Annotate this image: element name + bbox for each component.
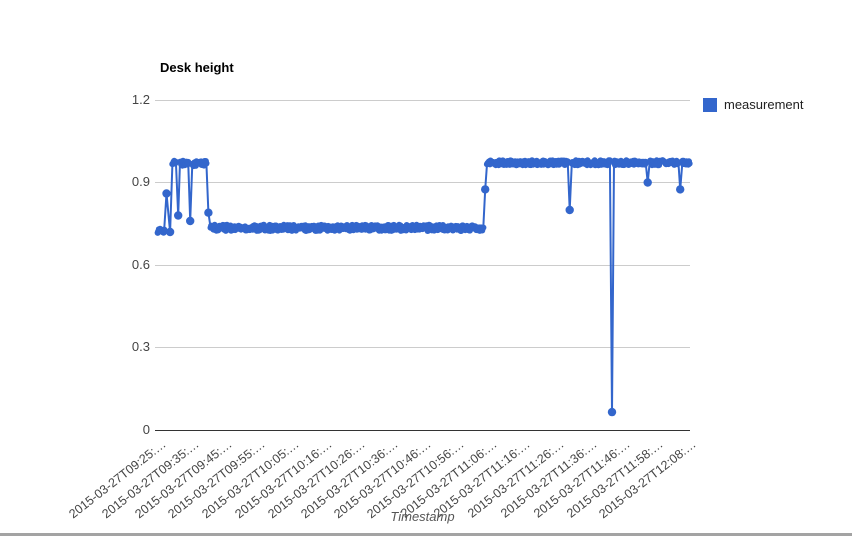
data-point[interactable]	[565, 205, 574, 215]
legend-label: measurement	[724, 97, 804, 112]
gridline-0.3	[155, 347, 690, 348]
horizontal-scrollbar[interactable]	[0, 533, 852, 536]
gridline-0.9	[155, 182, 690, 183]
x-axis-title: Timestamp	[390, 509, 455, 524]
data-point[interactable]	[480, 224, 487, 231]
measurement-line	[156, 159, 691, 414]
x-axis-line	[155, 430, 690, 431]
y-axis-label: 0	[142, 422, 150, 437]
data-point[interactable]	[686, 160, 693, 167]
data-point[interactable]	[481, 185, 490, 194]
data-point[interactable]	[186, 216, 195, 226]
y-axis-label: 1.2	[131, 92, 150, 107]
legend-color-swatch	[703, 97, 717, 112]
gridline-1.2	[155, 100, 690, 101]
y-axis-label: 0.3	[131, 339, 150, 354]
data-point[interactable]	[165, 227, 175, 237]
data-point[interactable]	[607, 407, 617, 417]
data-point[interactable]	[643, 178, 652, 187]
data-point[interactable]	[203, 160, 210, 167]
y-axis-label: 0.6	[131, 257, 150, 272]
legend: measurement	[703, 97, 803, 112]
data-point[interactable]	[204, 208, 213, 217]
gridline-0.6	[155, 265, 690, 266]
data-point[interactable]	[174, 211, 183, 220]
data-point[interactable]	[161, 226, 168, 233]
data-point[interactable]	[676, 185, 685, 194]
data-point[interactable]	[162, 189, 171, 198]
chart-title: Desk height	[160, 60, 234, 75]
y-axis-label: 0.9	[131, 174, 150, 189]
